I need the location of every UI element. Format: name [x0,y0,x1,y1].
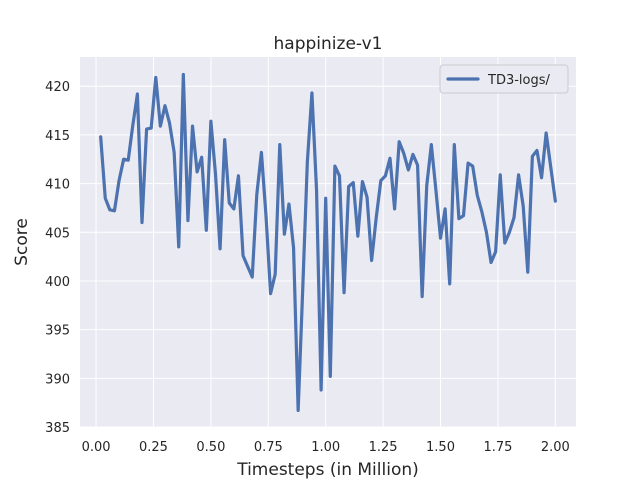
y-tick-label: 420 [45,80,70,95]
legend-box [439,64,569,94]
y-tick-label: 390 [45,372,70,387]
x-tick-label: 1.25 [369,440,398,455]
x-tick-label: 1.00 [311,440,340,455]
x-tick-label: 1.50 [426,440,455,455]
x-tick-label: 0.25 [139,440,168,455]
y-tick-label: 395 [45,324,70,339]
series-line [99,72,557,413]
y-tick-labels: 385 390 395 400 405 410 415 420 [45,80,70,436]
x-tick-labels: 0.00 0.25 0.50 0.75 1.00 1.25 1.50 1.75 2.00 [82,440,570,455]
x-tick-label: 1.75 [483,440,512,455]
y-axis-label: Score [12,218,32,266]
y-tick-label: 410 [45,178,70,193]
y-tick-label: 405 [45,226,70,241]
x-axis-label: Timesteps (in Million) [236,460,419,480]
legend-label: TD3-logs/ [487,73,551,88]
y-tick-label: 400 [45,275,70,290]
chart-title: happinize-v1 [274,34,383,54]
x-tick-label: 2.00 [541,440,570,455]
x-tick-label: 0.50 [196,440,225,455]
x-tick-label: 0.00 [82,440,111,455]
y-tick-label: 415 [45,129,70,144]
legend: TD3-logs/ [439,64,569,94]
y-tick-label: 385 [45,421,70,436]
x-tick-label: 0.75 [254,440,283,455]
